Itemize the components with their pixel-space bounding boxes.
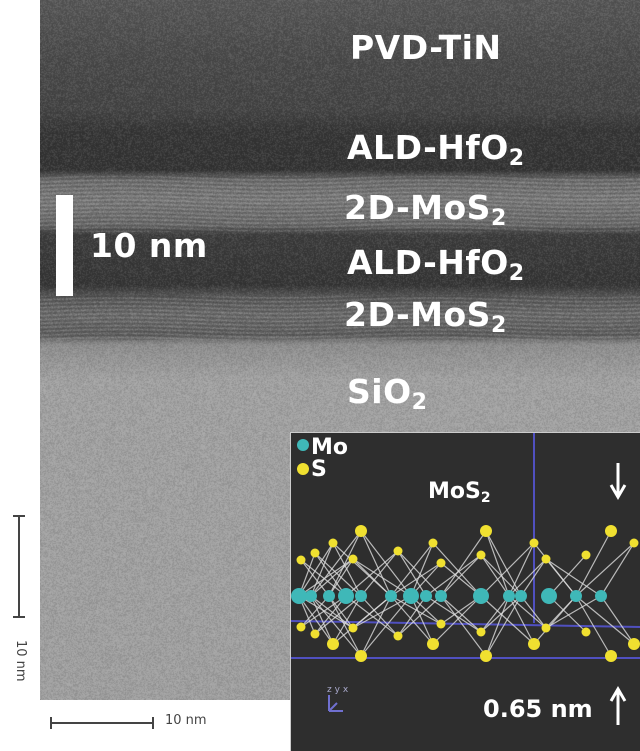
label-2d-mos2-top: 2D-MoS2 bbox=[344, 188, 507, 231]
vertical-scale-bar bbox=[18, 515, 20, 618]
axis-y: y bbox=[335, 685, 340, 695]
s-atom bbox=[480, 650, 492, 662]
mo-atom bbox=[595, 590, 607, 602]
s-atom bbox=[437, 559, 446, 568]
s-atom bbox=[628, 638, 640, 650]
s-atom bbox=[427, 638, 439, 650]
legend-s: S bbox=[311, 457, 327, 482]
label-ald-hfo2-top: ALD-HfO2 bbox=[347, 128, 525, 171]
label-text: ALD-HfO bbox=[347, 243, 509, 282]
scale-bar-label: 10 nm bbox=[90, 226, 208, 265]
thickness-label: 0.65 nm bbox=[483, 695, 593, 723]
bond bbox=[441, 531, 486, 596]
s-atom bbox=[542, 555, 551, 564]
s-atom bbox=[605, 650, 617, 662]
label-subscript: 2 bbox=[509, 261, 525, 286]
s-atom bbox=[327, 638, 339, 650]
label-2d-mos2-bottom: 2D-MoS2 bbox=[344, 295, 507, 338]
label-subscript: 2 bbox=[412, 390, 428, 415]
axis-triad-icon bbox=[329, 695, 343, 711]
horizontal-scale-bar bbox=[50, 722, 154, 724]
mo-atom bbox=[338, 588, 354, 604]
s-atom bbox=[349, 555, 358, 564]
bond bbox=[549, 555, 586, 596]
mo-atom bbox=[385, 590, 397, 602]
mo-atom bbox=[403, 588, 419, 604]
axis-z: z bbox=[327, 685, 332, 695]
s-atom bbox=[542, 624, 551, 633]
inset-title: MoS2 bbox=[428, 479, 491, 506]
s-atom bbox=[477, 551, 486, 560]
mo-atom bbox=[503, 590, 515, 602]
mo-atom bbox=[473, 588, 489, 604]
bond bbox=[601, 543, 634, 596]
s-atom bbox=[394, 632, 403, 641]
s-atom bbox=[582, 551, 591, 560]
s-atom bbox=[528, 638, 540, 650]
axis-x: x bbox=[343, 685, 348, 695]
label-text: 2D-MoS bbox=[344, 188, 491, 227]
s-atom bbox=[394, 547, 403, 556]
bond bbox=[601, 596, 634, 644]
label-sio2: SiO2 bbox=[347, 372, 427, 415]
legend-mo-swatch bbox=[297, 439, 309, 451]
down-arrow-icon bbox=[611, 463, 625, 497]
scale-bar bbox=[56, 195, 73, 296]
mo-atom bbox=[291, 588, 307, 604]
mo-atom bbox=[515, 590, 527, 602]
bond bbox=[411, 543, 433, 596]
label-text: SiO bbox=[347, 372, 412, 411]
mo-atom bbox=[570, 590, 582, 602]
label-text: PVD-TiN bbox=[350, 28, 502, 67]
s-atom bbox=[630, 539, 639, 548]
s-atom bbox=[349, 624, 358, 633]
axis-triad: z y x bbox=[327, 685, 348, 695]
s-atom bbox=[355, 650, 367, 662]
bond bbox=[509, 596, 546, 628]
s-atom bbox=[429, 539, 438, 548]
up-arrow-icon bbox=[611, 689, 625, 725]
legend-label: S bbox=[311, 457, 327, 482]
s-atom bbox=[311, 630, 320, 639]
s-atom bbox=[477, 628, 486, 637]
s-atom bbox=[480, 525, 492, 537]
mo-atom bbox=[323, 590, 335, 602]
bond bbox=[576, 596, 634, 644]
bond bbox=[509, 559, 546, 596]
label-pvd-tin: PVD-TiN bbox=[350, 28, 502, 67]
bond bbox=[576, 531, 611, 596]
s-atom bbox=[355, 525, 367, 537]
title-text: MoS bbox=[428, 479, 481, 504]
legend-s-swatch bbox=[297, 463, 309, 475]
mo-atom bbox=[435, 590, 447, 602]
bond bbox=[433, 543, 481, 596]
s-atom bbox=[297, 556, 306, 565]
bond bbox=[441, 596, 486, 656]
label-subscript: 2 bbox=[491, 206, 507, 231]
mo-atom bbox=[305, 590, 317, 602]
s-atom bbox=[437, 620, 446, 629]
mo-atom bbox=[355, 590, 367, 602]
label-text: 2D-MoS bbox=[344, 295, 491, 334]
s-atom bbox=[311, 549, 320, 558]
s-atom bbox=[329, 539, 338, 548]
s-atom bbox=[297, 623, 306, 632]
label-subscript: 2 bbox=[509, 146, 525, 171]
mos2-structure-inset: Mo S MoS2 0.65 nm z y x bbox=[290, 432, 640, 751]
title-subscript: 2 bbox=[481, 490, 491, 506]
bond bbox=[486, 596, 509, 656]
vertical-scale-label: 10 nm bbox=[13, 640, 28, 682]
s-atom bbox=[582, 628, 591, 637]
mo-atom bbox=[420, 590, 432, 602]
horizontal-scale-label: 10 nm bbox=[165, 713, 207, 728]
label-subscript: 2 bbox=[491, 313, 507, 338]
label-ald-hfo2-mid: ALD-HfO2 bbox=[347, 243, 525, 286]
s-atom bbox=[530, 539, 539, 548]
s-atom bbox=[605, 525, 617, 537]
mo-atom bbox=[541, 588, 557, 604]
label-text: ALD-HfO bbox=[347, 128, 509, 167]
